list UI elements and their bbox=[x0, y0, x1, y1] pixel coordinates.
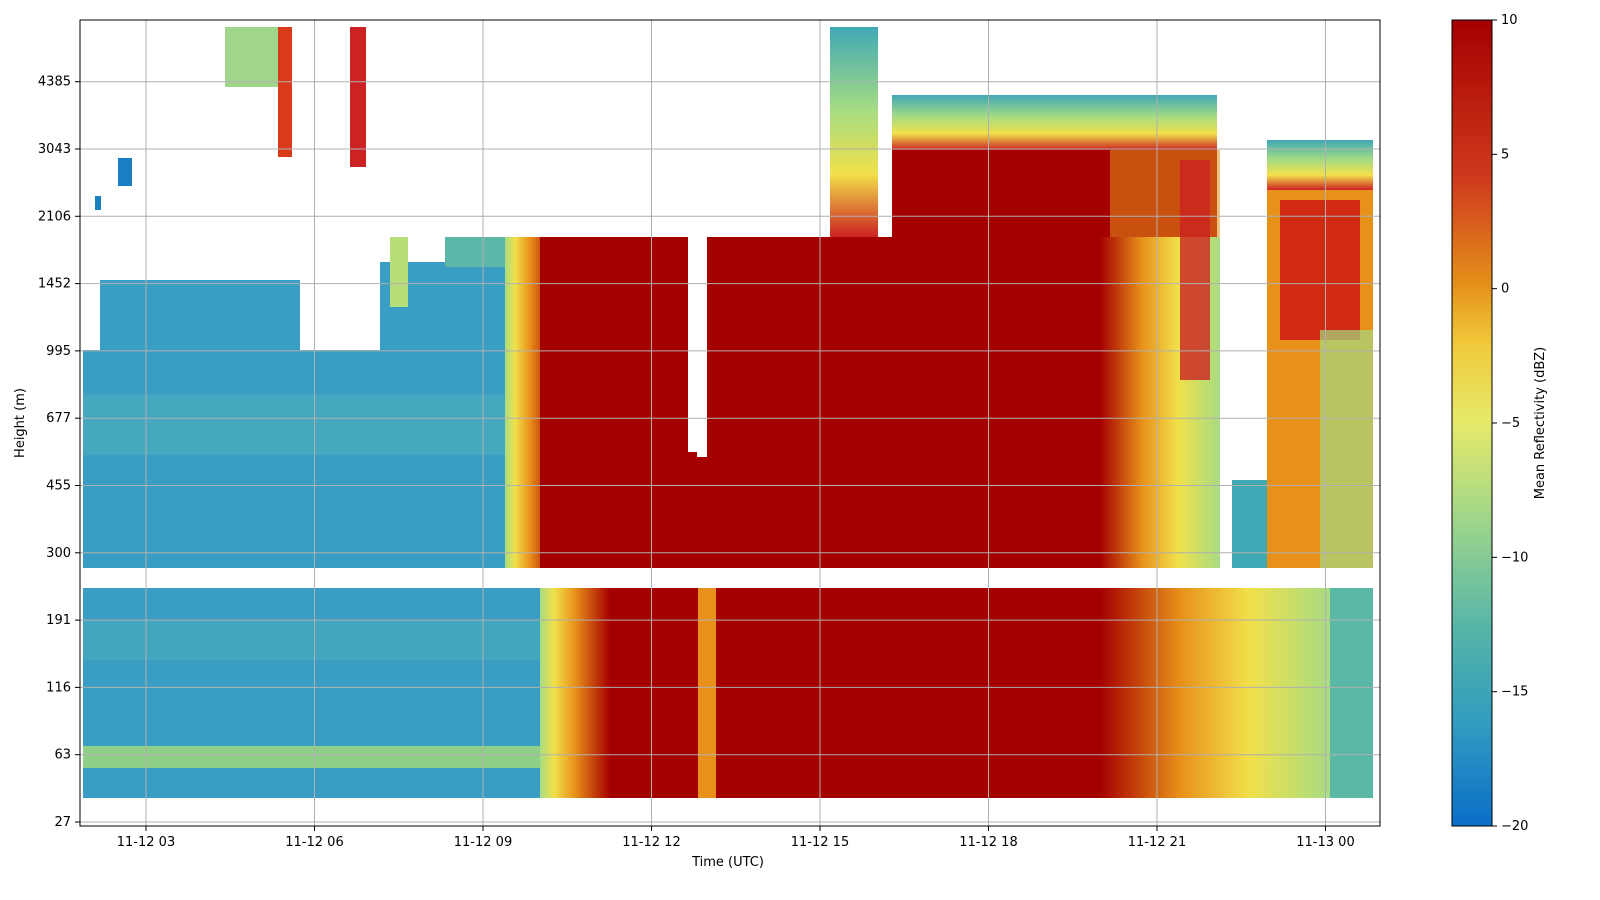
heatmap-field bbox=[80, 27, 1380, 798]
x-tick-label: 11-13 00 bbox=[1296, 835, 1354, 850]
x-tick-label: 11-12 09 bbox=[454, 835, 512, 850]
colorbar-tick-label: 0 bbox=[1501, 282, 1509, 297]
y-tick-label: 191 bbox=[46, 613, 71, 628]
late-event-top bbox=[1267, 140, 1373, 190]
x-grid bbox=[145, 20, 1326, 826]
y-grid bbox=[80, 81, 1380, 823]
drizzle-patch-c bbox=[445, 237, 505, 267]
x-tick-label: 11-12 21 bbox=[1128, 835, 1186, 850]
precip-core-upper bbox=[540, 237, 1120, 568]
range-gap bbox=[80, 568, 1380, 588]
colorbar-tick-label: −20 bbox=[1501, 819, 1528, 834]
drizzle-green-band bbox=[83, 746, 548, 768]
colorbar-tick-label: −10 bbox=[1501, 550, 1528, 565]
early-cloud-dot-a bbox=[118, 158, 132, 186]
y-tick-label: 2106 bbox=[38, 209, 71, 224]
x-tick-label: 11-12 12 bbox=[622, 835, 680, 850]
y-tick-label: 27 bbox=[54, 815, 71, 830]
y-tick-label: 63 bbox=[54, 748, 71, 763]
x-axis-label: Time (UTC) bbox=[691, 855, 764, 870]
colorbar bbox=[1451, 19, 1493, 827]
late-event-lower bbox=[1330, 588, 1373, 798]
upper-cloud-top bbox=[892, 95, 1217, 150]
x-tick-label: 11-12 03 bbox=[117, 835, 175, 850]
y-tick-label: 4385 bbox=[38, 75, 71, 90]
y-tick-label: 1452 bbox=[38, 277, 71, 292]
x-tick-group: 11-12 03 11-12 06 11-12 09 11-12 12 11-12 15… bbox=[117, 826, 1355, 850]
core-leading-edge-lower bbox=[540, 588, 610, 798]
core-trailing-column bbox=[1180, 160, 1210, 380]
colorbar-tick-label: −5 bbox=[1501, 416, 1520, 431]
y-tick-label: 677 bbox=[46, 411, 71, 426]
precip-core-lower bbox=[610, 588, 1110, 798]
colorbar-tick-label: −15 bbox=[1501, 685, 1528, 700]
late-event-core bbox=[1280, 200, 1360, 340]
x-tick-label: 11-12 06 bbox=[285, 835, 343, 850]
plot-frame bbox=[79, 19, 1381, 827]
precip-core-gap bbox=[688, 237, 706, 452]
colorbar-tick-group: 10 5 0 −5 −10 −15 −20 bbox=[1492, 13, 1528, 834]
early-cloud-column-a bbox=[225, 27, 287, 87]
early-cloud-column-d bbox=[390, 237, 408, 307]
x-tick-label: 11-12 18 bbox=[959, 835, 1017, 850]
early-cloud-dot-b bbox=[95, 196, 101, 210]
y-tick-label: 300 bbox=[46, 546, 71, 561]
early-cloud-column-c bbox=[350, 27, 366, 167]
drizzle-band-upper bbox=[83, 395, 548, 455]
drizzle-teal-band bbox=[83, 620, 548, 660]
y-tick-label: 3043 bbox=[38, 142, 71, 157]
early-cloud-column-b bbox=[278, 27, 292, 157]
upper-cloud-left bbox=[830, 27, 878, 237]
colorbar-tick-label: 10 bbox=[1501, 13, 1518, 28]
y-tick-label: 455 bbox=[46, 479, 71, 494]
colorbar-tick-label: 5 bbox=[1501, 147, 1509, 162]
drizzle-patch-a bbox=[100, 280, 300, 350]
x-tick-label: 11-12 15 bbox=[791, 835, 849, 850]
y-tick-label: 995 bbox=[46, 344, 71, 359]
core-trailing-edge-lower bbox=[1100, 588, 1330, 798]
y-tick-group: 27 63 116 191 300 455 677 995 1452 2106 3043 4385 bbox=[38, 75, 80, 830]
colorbar-label: Mean Reflectivity (dBZ) bbox=[1533, 347, 1548, 500]
y-axis-label: Height (m) bbox=[13, 388, 28, 458]
drizzle-layer-upper bbox=[83, 350, 548, 568]
y-tick-label: 116 bbox=[46, 680, 71, 695]
precip-core-streak bbox=[698, 588, 716, 798]
late-event-teal bbox=[1232, 480, 1267, 568]
late-event-right bbox=[1320, 330, 1373, 568]
